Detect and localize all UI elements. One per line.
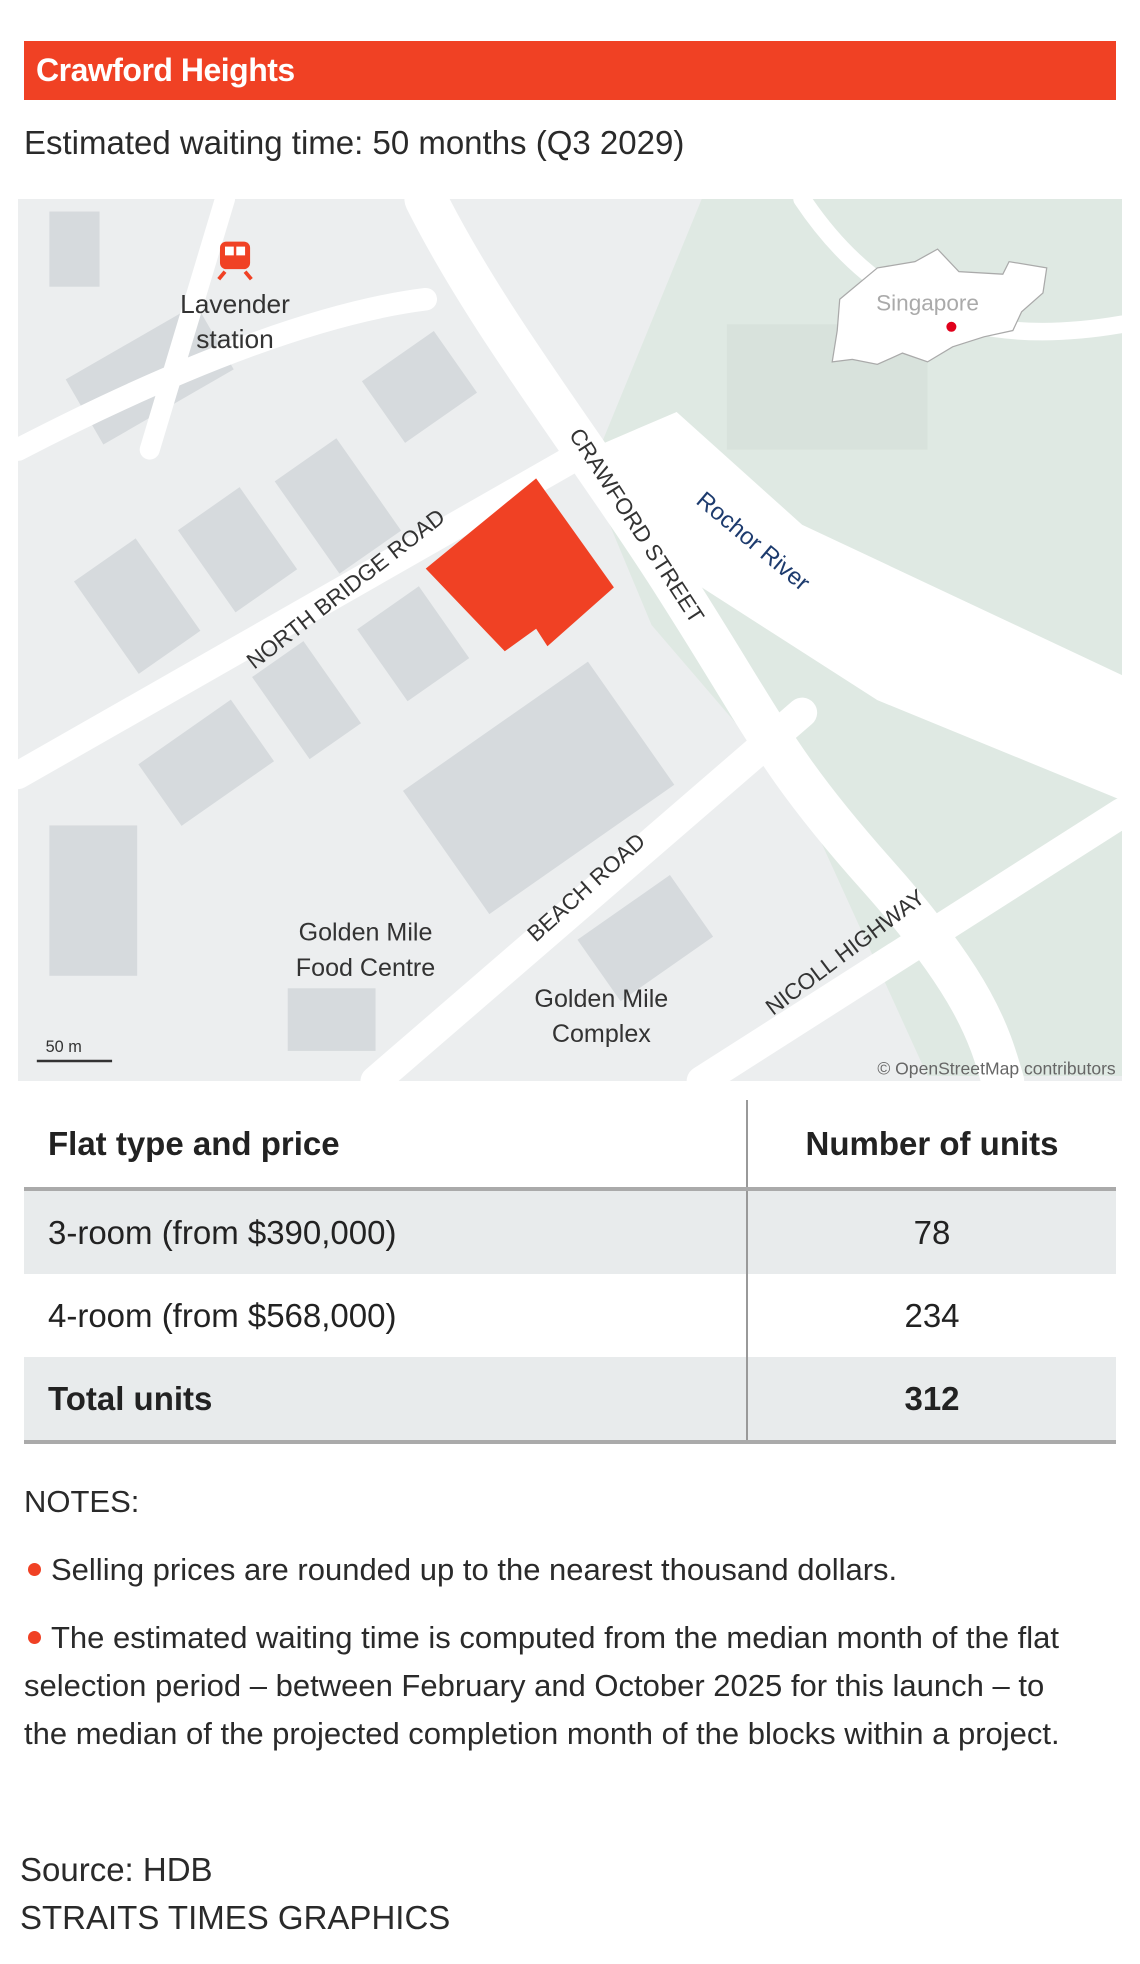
map-attribution: © OpenStreetMap contributors [877,1059,1116,1079]
title-bar: Crawford Heights [24,41,1116,100]
credit: STRAITS TIMES GRAPHICS [20,1899,451,1936]
total-label: Total units [24,1357,748,1440]
source-block: Source: HDB STRAITS TIMES GRAPHICS [20,1846,450,1942]
table-row: 3-room (from $390,000) 78 [24,1191,1116,1274]
notes-heading: NOTES: [24,1484,140,1519]
station-label: station [196,324,274,354]
poi-label: Complex [552,1020,651,1048]
table-header: Flat type and price Number of units [24,1100,1116,1191]
note-text: The estimated waiting time is computed f… [24,1620,1060,1751]
note-text: Selling prices are rounded up to the nea… [51,1552,898,1587]
location-dot [946,321,957,332]
poi-label: Food Centre [296,954,435,982]
building-blocks [49,211,928,1051]
station-label: Lavender [180,289,290,319]
singapore-inset: Singapore [831,248,1048,366]
table-row: 4-room (from $568,000) 234 [24,1274,1116,1357]
poi-label: Golden Mile [299,919,433,947]
site-plot [425,478,614,652]
units-cell: 78 [913,1213,951,1251]
notes: NOTES: Selling prices are rounded up to … [24,1478,1064,1778]
poi-label: Golden Mile [534,985,668,1013]
roads [18,199,1122,1081]
inset-label: Singapore [876,291,979,316]
bullet-icon [28,1630,41,1644]
units-table: Flat type and price Number of units 3-ro… [24,1100,1116,1444]
subtitle: Estimated waiting time: 50 months (Q3 20… [24,124,685,161]
source: Source: HDB [20,1851,213,1888]
note-item: Selling prices are rounded up to the nea… [24,1546,1064,1594]
note-item: The estimated waiting time is computed f… [24,1614,1064,1758]
flat-type-cell: 3-room (from $390,000) [24,1191,748,1274]
units-cell: 234 [904,1296,960,1334]
scale-label: 50 m [46,1038,82,1056]
total-value: 312 [904,1379,960,1417]
page-title: Crawford Heights [36,52,295,88]
total-row: Total units 312 [24,1357,1116,1444]
rochor-river [588,411,1122,801]
location-map: Lavender station NORTH BRIDGE ROAD CRAWF… [18,199,1122,1081]
train-icon [217,241,253,281]
header-units: Number of units [805,1124,1059,1162]
header-flat-type: Flat type and price [24,1100,748,1187]
bullet-icon [28,1562,41,1576]
flat-type-cell: 4-room (from $568,000) [24,1274,748,1357]
